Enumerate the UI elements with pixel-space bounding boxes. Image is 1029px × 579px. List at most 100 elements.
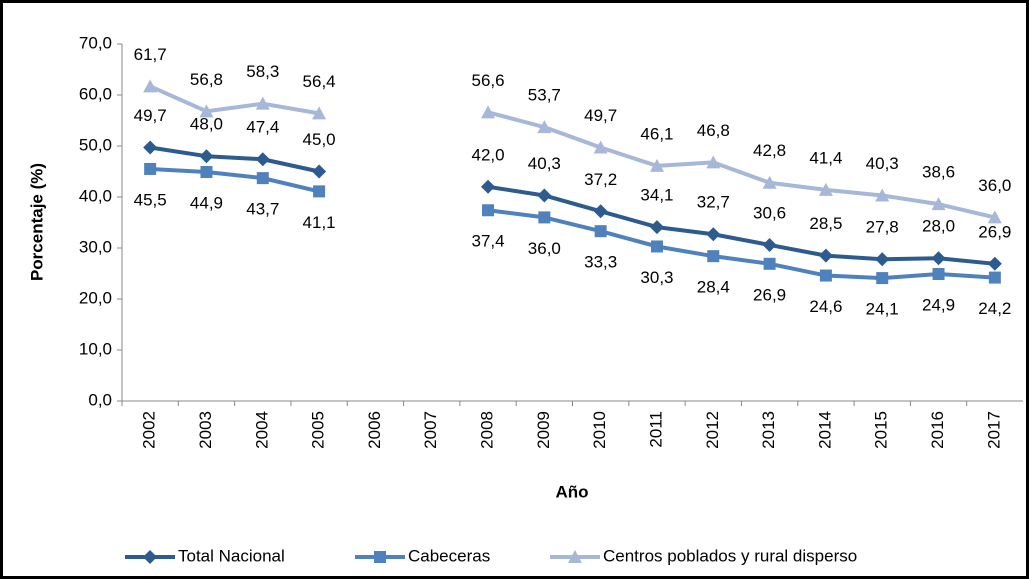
- y-tick-label: 30,0: [79, 237, 112, 256]
- marker: [255, 152, 270, 167]
- x-tick-label: 2014: [815, 411, 834, 449]
- marker: [312, 106, 327, 120]
- data-label: 24,9: [922, 295, 955, 314]
- marker: [593, 204, 608, 219]
- x-axis-title: Año: [555, 482, 588, 501]
- y-tick-label: 40,0: [79, 186, 112, 205]
- marker: [199, 149, 214, 164]
- marker: [932, 268, 945, 281]
- marker: [762, 237, 777, 252]
- x-tick-label: 2002: [140, 411, 159, 449]
- data-label: 56,4: [303, 72, 336, 91]
- marker: [818, 182, 833, 196]
- marker: [987, 256, 1002, 271]
- data-label: 32,7: [697, 193, 730, 212]
- marker: [199, 104, 214, 118]
- data-label: 46,8: [697, 121, 730, 140]
- marker: [707, 250, 720, 263]
- marker: [313, 185, 326, 198]
- data-label: 30,3: [640, 268, 673, 287]
- legend-marker: [568, 550, 582, 563]
- marker: [537, 120, 552, 134]
- marker: [200, 166, 213, 179]
- marker: [763, 257, 776, 270]
- y-tick-label: 20,0: [79, 288, 112, 307]
- marker: [649, 158, 664, 172]
- y-tick-label: 50,0: [79, 135, 112, 154]
- data-label: 58,3: [246, 62, 279, 81]
- x-tick-label: 2011: [646, 411, 665, 448]
- marker: [650, 240, 663, 253]
- x-tick-label: 2004: [252, 411, 271, 449]
- data-label: 40,3: [866, 154, 899, 173]
- y-tick-label: 60,0: [79, 84, 112, 103]
- data-label: 46,1: [640, 124, 673, 143]
- x-tick-label: 2013: [759, 411, 778, 449]
- data-label: 24,6: [809, 297, 842, 316]
- data-label: 27,8: [866, 218, 899, 237]
- y-tick-label: 0,0: [88, 390, 112, 409]
- data-label: 28,0: [922, 217, 955, 236]
- series-line: [150, 166, 995, 281]
- x-tick-label: 2009: [534, 411, 553, 449]
- marker: [538, 211, 551, 224]
- data-label: 24,1: [866, 300, 899, 319]
- data-label: 28,4: [697, 278, 730, 297]
- marker: [482, 204, 495, 217]
- x-tick-label: 2006: [365, 411, 384, 449]
- marker: [987, 210, 1002, 224]
- data-label: 37,2: [584, 170, 617, 189]
- data-label: 40,3: [528, 154, 561, 173]
- marker: [143, 79, 158, 93]
- data-label: 34,1: [640, 186, 673, 205]
- data-label: 42,0: [471, 145, 504, 164]
- data-label: 38,6: [922, 163, 955, 182]
- marker: [144, 162, 157, 175]
- data-label: 56,6: [471, 71, 504, 90]
- marker: [819, 269, 832, 282]
- marker: [876, 272, 889, 285]
- data-label: 33,3: [584, 253, 617, 272]
- legend-marker: [374, 551, 386, 563]
- marker: [762, 175, 777, 189]
- data-label: 28,5: [809, 214, 842, 233]
- marker: [593, 140, 608, 154]
- data-label: 41,4: [809, 148, 842, 167]
- y-tick-label: 70,0: [79, 33, 112, 52]
- marker: [875, 188, 890, 202]
- marker: [255, 96, 270, 110]
- data-label: 47,4: [246, 118, 279, 137]
- data-label: 26,9: [753, 285, 786, 304]
- data-label: 44,9: [190, 193, 223, 212]
- series-line: [149, 84, 996, 220]
- data-label: 43,7: [246, 200, 279, 219]
- data-label: 36,0: [528, 239, 561, 258]
- legend-label: Centros poblados y rural disperso: [603, 546, 857, 565]
- x-tick-label: 2012: [703, 411, 722, 449]
- marker: [312, 164, 327, 179]
- legend-label: Cabeceras: [408, 546, 490, 565]
- x-tick-label: 2010: [590, 411, 609, 449]
- data-label: 61,7: [134, 45, 167, 64]
- x-tick-label: 2015: [872, 411, 891, 449]
- marker: [143, 140, 158, 155]
- data-label: 24,2: [978, 299, 1011, 318]
- y-axis-title: Porcentaje (%): [27, 163, 46, 281]
- marker: [988, 271, 1001, 284]
- marker: [931, 251, 946, 266]
- data-label: 26,9: [978, 222, 1011, 241]
- x-tick-label: 2008: [478, 411, 497, 449]
- y-tick-label: 10,0: [79, 339, 112, 358]
- series-line: [149, 145, 996, 266]
- marker: [537, 188, 552, 203]
- marker: [706, 227, 721, 242]
- data-label: 42,8: [753, 141, 786, 160]
- marker: [931, 197, 946, 211]
- marker: [594, 225, 607, 238]
- data-label: 56,8: [190, 70, 223, 89]
- x-tick-label: 2003: [196, 411, 215, 449]
- marker: [649, 220, 664, 235]
- data-label: 45,5: [134, 190, 167, 209]
- data-label: 36,0: [978, 176, 1011, 195]
